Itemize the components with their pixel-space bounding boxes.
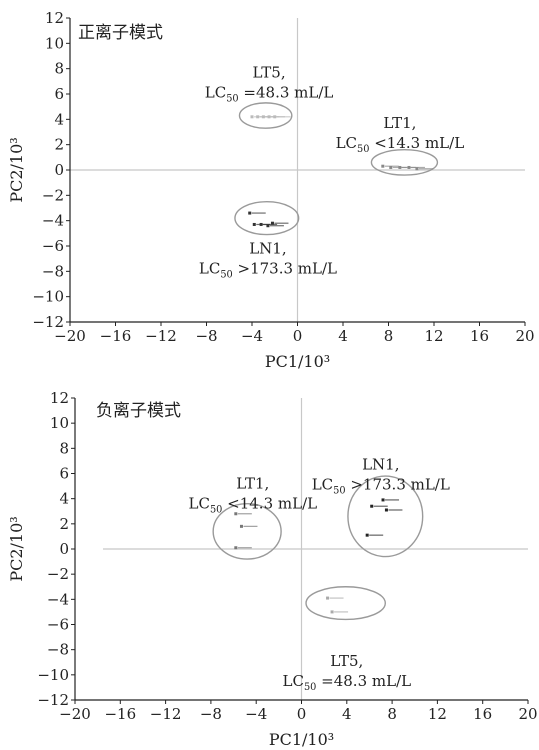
x-tick-label: 4 [342,705,352,723]
y-tick-label: 2 [59,515,69,533]
group-label-lt1: LT1, [236,475,269,493]
x-tick-label: 20 [518,705,537,723]
group-lc50-ln1: LC50 >173.3 mL/L [199,260,337,281]
y-tick-label: −12 [32,313,64,331]
x-tick-label: −12 [150,705,182,723]
data-point-lt1 [239,524,243,528]
y-tick-label: −6 [47,616,69,634]
group-lc50-lt5: LC50 =48.3 mL/L [283,672,412,693]
x-tick-label: −4 [241,327,263,345]
x-tick-label: −4 [245,705,267,723]
x-tick-label: −8 [200,705,222,723]
x-axis-title: PC1/10³ [269,730,334,749]
y-tick-label: −10 [37,666,69,684]
data-point-lt1 [389,165,393,169]
data-point-lt5 [273,115,277,119]
y-tick-label: 8 [59,439,69,457]
x-tick-label: −20 [59,705,91,723]
x-tick-label: 20 [515,327,534,345]
data-point-lt1 [415,167,419,171]
x-tick-label: 4 [338,327,348,345]
data-point-lt5 [330,610,334,614]
group-ellipse-ln1 [347,475,424,558]
x-tick-label: 0 [297,705,307,723]
data-point-ln1 [270,221,274,225]
x-tick-label: −8 [195,327,217,345]
group-lc50-lt1: LC50 <14.3 mL/L [336,134,465,155]
y-axis-title: PC2/10³ [7,137,26,202]
x-tick-label: −12 [145,327,177,345]
data-point-ln1 [381,498,385,502]
group-ellipse-ln1 [234,200,300,236]
x-tick-label: 0 [293,327,303,345]
data-point-lt1 [234,512,238,516]
group-lc50-lt1: LC50 <14.3 mL/L [189,495,318,516]
y-tick-label: 0 [59,540,69,558]
data-point-ln1 [248,211,252,215]
group-label-ln1: LN1, [362,456,399,474]
data-point-ln1 [252,222,256,226]
data-point-lt1 [407,165,411,169]
data-point-lt5 [261,115,265,119]
y-tick-label: −6 [42,237,64,255]
x-tick-label: 12 [424,327,443,345]
group-label-ln1: LN1, [249,240,286,258]
data-point-ln1 [384,508,388,512]
group-ellipse-lt5 [238,102,293,129]
negative-mode-label: 负离子模式 [96,401,181,421]
y-tick-label: −8 [42,262,64,280]
y-tick-label: 6 [54,85,64,103]
data-point-lt1 [234,546,238,550]
y-tick-label: −8 [47,641,69,659]
y-tick-label: 4 [59,490,69,508]
data-point-ln1 [266,224,270,228]
group-lc50-lt5: LC50 =48.3 mL/L [205,84,334,105]
data-point-lt5 [250,115,254,119]
data-point-lt5 [326,596,330,600]
y-tick-label: −2 [42,186,64,204]
y-tick-label: 4 [54,110,64,128]
positive-mode-label: 正离子模式 [78,23,163,43]
data-point-lt5 [256,115,260,119]
x-tick-label: −16 [104,705,136,723]
group-ellipse-lt5 [305,586,387,621]
data-point-ln1 [370,504,374,508]
y-tick-label: 10 [50,414,69,432]
data-point-ln1 [365,533,369,537]
x-tick-label: −16 [100,327,132,345]
y-tick-label: −12 [37,691,69,709]
data-point-ln1 [259,222,263,226]
x-tick-label: −20 [54,327,86,345]
x-tick-label: 12 [428,705,447,723]
y-tick-label: 12 [45,9,64,27]
y-axis-title: PC2/10³ [7,516,26,581]
x-tick-label: 16 [470,327,489,345]
group-ellipse-lt1 [212,503,282,560]
group-label-lt5: LT5, [330,652,363,670]
group-ellipse-lt1 [370,149,439,176]
y-tick-label: −4 [47,590,69,608]
y-tick-label: 10 [45,34,64,52]
y-tick-label: −4 [42,212,64,230]
x-tick-label: 8 [387,705,397,723]
data-point-lt1 [381,164,385,168]
data-point-lt1 [398,165,402,169]
x-tick-label: 8 [384,327,394,345]
data-point-lt5 [267,115,271,119]
y-tick-label: 2 [54,136,64,154]
y-tick-label: −2 [47,565,69,583]
y-tick-label: −10 [32,288,64,306]
group-label-lt5: LT5, [253,64,286,82]
group-lc50-ln1: LC50 >173.3 mL/L [312,476,450,497]
group-label-lt1: LT1, [383,114,416,132]
x-axis-title: PC1/10³ [265,352,330,371]
y-tick-label: 8 [54,60,64,78]
y-tick-label: 6 [59,465,69,483]
y-tick-label: 12 [50,389,69,407]
x-tick-label: 16 [473,705,492,723]
y-tick-label: 0 [54,161,64,179]
